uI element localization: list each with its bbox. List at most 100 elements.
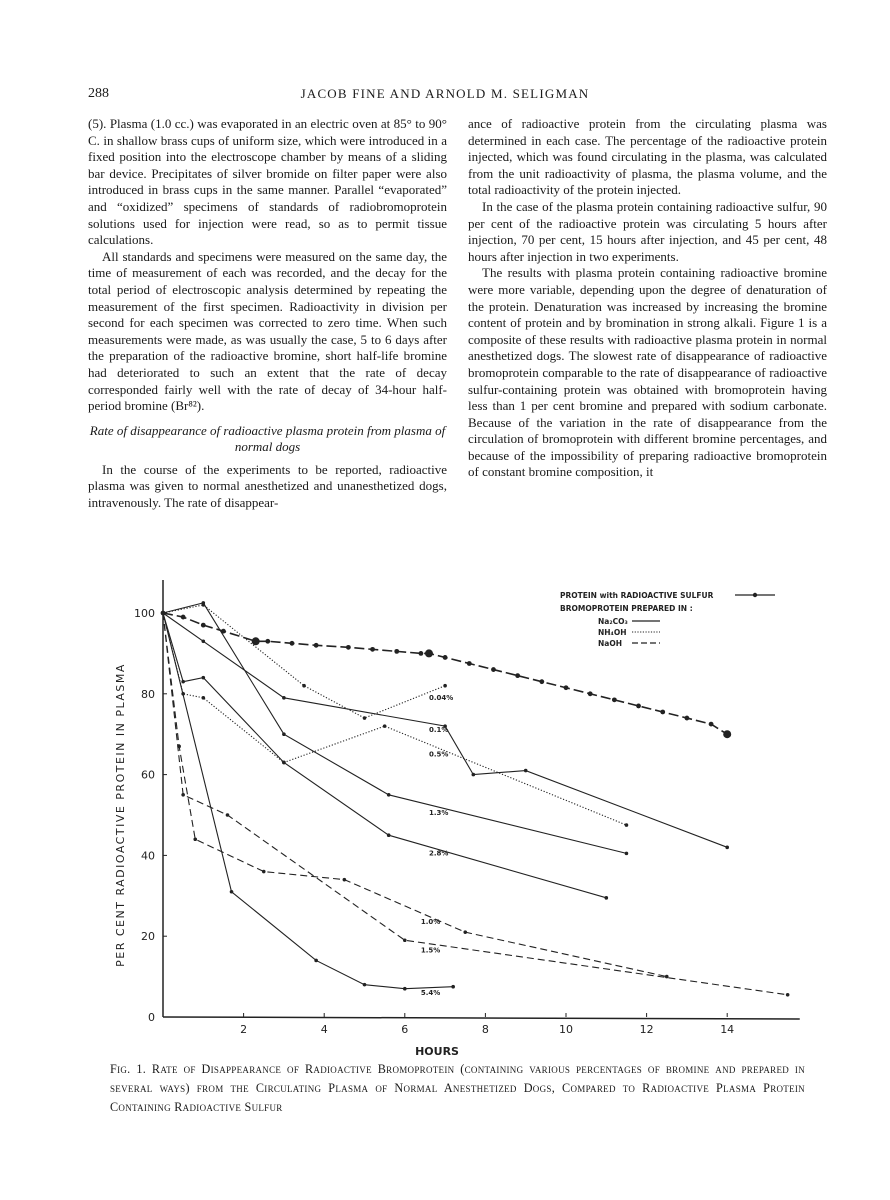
- legend-bromo-heading: BROMOPROTEIN PREPARED IN :: [560, 604, 693, 613]
- legend-entry-na2co3: Na₂CO₃: [598, 617, 628, 626]
- x-axis-label: HOURS: [415, 1045, 459, 1058]
- data-point: [342, 877, 347, 882]
- data-point: [362, 982, 367, 987]
- data-point: [201, 601, 206, 605]
- data-point: [181, 679, 185, 684]
- running-head: JACOB FINE AND ARNOLD M. SELIGMAN: [300, 86, 590, 101]
- data-point: [201, 639, 206, 644]
- paragraph: (5). Plasma (1.0 cc.) was evaporated in …: [88, 116, 447, 248]
- legend: PROTEIN with RADIOACTIVE SULFUR BROMOPRO…: [560, 591, 775, 648]
- data-point: [225, 813, 230, 817]
- series-line: [162, 612, 667, 978]
- axes: 2 4 6 8 10 12 14 0 20 40 60 80 100 HOURS PER CENT RADI…: [114, 580, 800, 1058]
- series-label: 0.04%: [429, 694, 453, 702]
- data-point: [181, 793, 185, 797]
- page-number: 288: [88, 86, 109, 101]
- x-tick-label: 12: [640, 1023, 654, 1036]
- data-point: [403, 986, 407, 991]
- series-line: [162, 612, 607, 899]
- paragraph: All standards and specimens were measure…: [88, 248, 447, 414]
- series-group: 0.04% 0.1% 0.5% 1.3% 2.8% 1.0% 1.5% 5.4%: [160, 601, 790, 997]
- data-point: [443, 683, 447, 688]
- x-axis-line: [162, 1016, 800, 1020]
- data-point: [193, 837, 198, 842]
- series-line: [162, 612, 728, 735]
- figure-caption: Fig. 1. Rate of Disappearance of Radioac…: [110, 1062, 805, 1114]
- data-point: [386, 833, 391, 837]
- data-point: [282, 696, 286, 700]
- data-point: [394, 648, 400, 654]
- data-point: [345, 644, 351, 650]
- series-line: [162, 612, 627, 826]
- series-label: 0.5%: [429, 750, 448, 758]
- x-tick-label: 6: [401, 1023, 408, 1036]
- data-point: [302, 683, 306, 688]
- data-point: [180, 614, 186, 620]
- data-point: [660, 709, 666, 715]
- data-point: [539, 679, 545, 685]
- y-tick-label: 80: [141, 688, 155, 701]
- y-tick-label: 100: [134, 607, 155, 620]
- x-tick-label: 8: [482, 1023, 489, 1036]
- data-point: [382, 724, 387, 728]
- data-point: [563, 685, 569, 691]
- series-1-0-: 1.0%: [161, 611, 669, 979]
- data-point: [624, 851, 629, 856]
- data-point: [314, 958, 318, 963]
- series-0-5-: 0.5%: [161, 611, 629, 827]
- legend-sulfur-label: PROTEIN with RADIOACTIVE SULFUR: [560, 591, 714, 600]
- series-label: 1.3%: [429, 809, 448, 817]
- data-point: [523, 768, 528, 773]
- series-line: [162, 604, 446, 719]
- data-point: [386, 793, 391, 797]
- data-point: [265, 638, 271, 644]
- data-point: [611, 697, 617, 703]
- paragraph: In the case of the plasma protein contai…: [468, 198, 827, 264]
- data-point: [725, 845, 729, 850]
- series-label: 2.8%: [429, 849, 448, 857]
- x-tick-label: 2: [240, 1023, 247, 1036]
- data-point: [442, 655, 448, 660]
- data-point: [723, 730, 732, 739]
- data-point: [636, 703, 641, 709]
- paragraph: In the course of the experiments to be r…: [88, 461, 447, 511]
- figure-1-chart: 2 4 6 8 10 12 14 0 20 40 60 80 100 HOURS PER CENT RADI…: [114, 580, 800, 1058]
- series-label: 5.4%: [421, 989, 440, 997]
- series-label: 1.0%: [421, 918, 440, 926]
- data-point: [587, 691, 593, 697]
- data-point: [708, 721, 714, 727]
- data-point: [624, 823, 629, 827]
- data-point: [370, 646, 375, 652]
- data-point: [515, 673, 521, 679]
- data-point: [161, 611, 165, 615]
- data-point: [251, 637, 260, 646]
- y-axis-label: PER CENT RADIOACTIVE PROTEIN IN PLASMA: [114, 663, 127, 967]
- series-line: [162, 612, 788, 996]
- legend-sulfur-marker: [752, 592, 758, 598]
- data-point: [201, 675, 206, 680]
- paragraph: The results with plasma protein containi…: [468, 265, 827, 480]
- legend-entry-nh4oh: NH₄OH: [598, 628, 627, 637]
- data-point: [289, 640, 295, 646]
- data-point: [463, 930, 468, 934]
- data-point: [362, 716, 367, 720]
- data-point: [313, 642, 319, 648]
- series-line: [162, 602, 627, 854]
- data-point: [201, 696, 206, 700]
- x-tick-label: 4: [321, 1023, 328, 1036]
- data-point: [466, 661, 472, 666]
- right-column: ance of radioactive protein from the cir…: [468, 116, 827, 481]
- data-point: [785, 992, 790, 997]
- paragraph: ance of radioactive protein from the cir…: [468, 116, 827, 198]
- series-line: [162, 612, 454, 990]
- data-point: [664, 974, 669, 979]
- x-tick-label: 14: [720, 1023, 734, 1036]
- y-tick-label: 0: [148, 1011, 155, 1024]
- series-5-4-: 5.4%: [161, 611, 455, 997]
- data-point: [221, 628, 226, 634]
- section-subheading: Rate of disappearance of radioactive pla…: [89, 422, 446, 455]
- data-point: [491, 667, 496, 672]
- series-2-8-: 2.8%: [161, 611, 609, 900]
- data-point: [261, 869, 266, 874]
- series-protein-with-radioactive-sulfur: [160, 610, 732, 739]
